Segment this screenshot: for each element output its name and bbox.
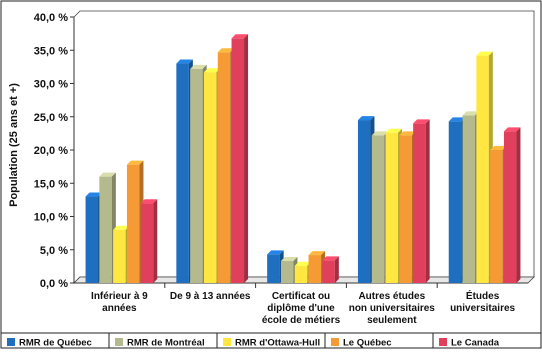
bar [462, 115, 476, 283]
legend-swatch [223, 338, 231, 346]
bar [308, 255, 322, 283]
bar [448, 121, 462, 283]
bar [267, 254, 280, 283]
bar-top [503, 127, 521, 132]
bar-top [462, 111, 480, 116]
x-category-label-line: Inférieur à 9 [91, 291, 148, 302]
bar [126, 164, 140, 283]
bar-top [99, 172, 116, 177]
bar-top [126, 160, 144, 165]
bar-top [385, 128, 403, 133]
bar [503, 131, 517, 283]
y-tick-label: 10,0 % [34, 212, 68, 224]
x-category-label-line: universitaires [450, 303, 515, 314]
bar-top [280, 257, 298, 262]
legend-label: Le Canada [451, 338, 500, 349]
bar-top [217, 48, 235, 53]
legend-swatch [331, 338, 339, 346]
bar-top [448, 117, 466, 122]
bar [85, 196, 99, 283]
y-tick-label: 5,0 % [40, 245, 68, 257]
bar [217, 52, 231, 284]
bar [490, 150, 503, 283]
y-tick-label: 30,0 % [34, 79, 68, 91]
bar-top [476, 51, 493, 56]
bar [357, 120, 371, 283]
legend-label: RMR d'Ottawa-Hull [235, 338, 320, 349]
bar [385, 132, 399, 283]
bar-top [203, 68, 221, 73]
x-category-label: Autres études non universitaires seulement [349, 291, 436, 326]
bar-top [85, 192, 103, 197]
legend-label: RMR de Montréal [127, 338, 205, 349]
bar-top [267, 250, 284, 255]
bar [113, 229, 126, 283]
bar [322, 260, 335, 283]
legend-label: Le Québec [343, 338, 392, 349]
bar-top [294, 261, 312, 266]
bar-side [244, 34, 249, 283]
x-category-label: Inférieur à 9 années [91, 291, 148, 314]
x-category-label-line: Études [466, 289, 500, 302]
bar [476, 55, 489, 283]
y-tick-label: 35,0 % [34, 45, 68, 57]
bar [176, 63, 189, 283]
y-axis-title: Population (25 ans et +) [8, 83, 20, 207]
bar-top [308, 251, 326, 256]
bar-side [334, 256, 339, 283]
bar [140, 203, 154, 283]
bar [190, 68, 203, 284]
x-category-label-line: Autres études [358, 291, 425, 302]
bar-top [231, 34, 249, 39]
bar-top [399, 131, 416, 136]
x-category-label: Études universitaires [450, 289, 515, 314]
x-category-label-line: non universitaires [349, 303, 436, 314]
bar-side [425, 119, 430, 284]
x-category-label-line: école de métiers [262, 315, 341, 326]
y-tick-label: 15,0 % [34, 178, 68, 190]
bar-top [490, 146, 507, 150]
bar-top [371, 131, 389, 136]
bar [294, 265, 308, 283]
x-category-label-line: années [102, 303, 137, 314]
bar [231, 38, 245, 283]
bar-top [190, 64, 207, 69]
bar-top [113, 225, 130, 230]
legend-swatch [115, 338, 123, 346]
bar-top [322, 256, 339, 261]
bar-top [140, 199, 158, 204]
bar-top [176, 59, 193, 64]
bar-top [413, 119, 430, 124]
bar [99, 176, 112, 283]
x-category-label-line: Certificat ou [272, 291, 330, 302]
legend-swatch [7, 338, 15, 346]
y-tick-label: 25,0 % [34, 112, 68, 124]
bar [280, 261, 294, 283]
bar [371, 135, 385, 283]
bar [399, 135, 412, 283]
bar [203, 72, 217, 283]
x-category-label-line: diplôme d'une [267, 303, 335, 314]
y-tick-label: 0,0 % [40, 278, 68, 290]
y-tick-label: 40,0 % [34, 12, 68, 24]
x-category-label: De 9 à 13 années [170, 291, 251, 302]
legend-label: RMR de Québec [19, 338, 92, 349]
y-tick-label: 20,0 % [34, 145, 68, 157]
x-category-label-line: seulement [367, 315, 417, 326]
bar [413, 123, 426, 284]
bar-top [357, 116, 375, 121]
bar-side [516, 127, 521, 283]
legend-swatch [439, 338, 447, 346]
x-category-label-line: De 9 à 13 années [170, 291, 251, 302]
x-category-label: Certificat ou diplôme d'une école de métie… [262, 291, 341, 326]
bar-side [153, 199, 158, 283]
